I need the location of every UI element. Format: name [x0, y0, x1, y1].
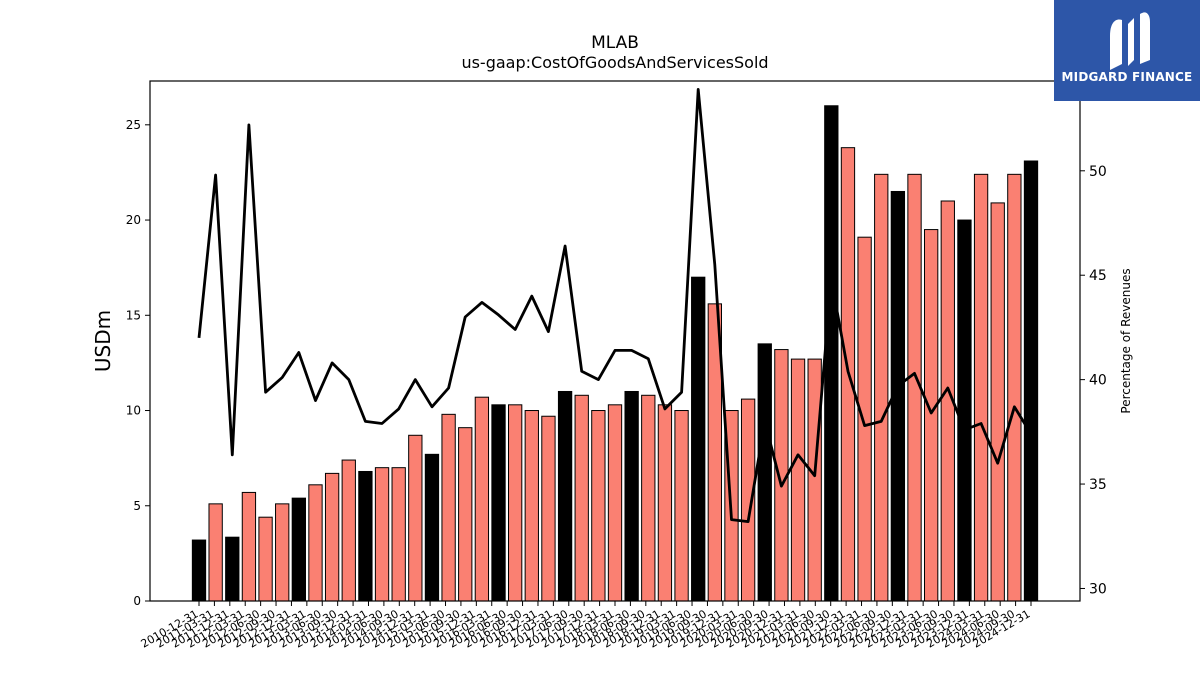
- bar: [574, 394, 589, 602]
- y2-axis-label: Percentage of Revenues: [1119, 268, 1133, 413]
- bar: [541, 415, 556, 602]
- y2-tick-label: 35: [1089, 477, 1107, 493]
- bar: [924, 229, 939, 602]
- bar: [524, 410, 539, 602]
- bar: [691, 276, 706, 602]
- bar: [258, 516, 273, 602]
- y2-tick-label: 30: [1089, 581, 1107, 597]
- logo-mark-icon: [1110, 12, 1150, 70]
- bar: [807, 358, 822, 602]
- bar: [424, 453, 440, 602]
- bar: [241, 491, 257, 602]
- bar: [657, 404, 673, 602]
- bar: [408, 434, 423, 602]
- y2-tick-label: 40: [1089, 373, 1107, 389]
- bar: [624, 390, 639, 602]
- y2-tick-label: 45: [1089, 268, 1107, 284]
- bar: [957, 219, 972, 602]
- y-tick-label: 0: [133, 594, 141, 608]
- y-tick-label: 10: [126, 404, 141, 418]
- chart-title: MLAB: [591, 33, 639, 53]
- bar: [458, 427, 473, 602]
- bar: [308, 484, 323, 602]
- bar: [990, 202, 1005, 602]
- bar: [341, 459, 356, 602]
- bar: [874, 173, 889, 602]
- y-axis-label: USDm: [91, 310, 115, 372]
- bar: [291, 497, 306, 602]
- bar: [374, 467, 390, 602]
- y2-tick-label: 50: [1089, 164, 1107, 180]
- bar: [973, 173, 989, 602]
- y-tick-label: 15: [126, 308, 141, 322]
- bar: [1007, 173, 1022, 602]
- bar: [857, 236, 872, 602]
- bar: [225, 536, 240, 602]
- chart-subtitle: us-gaap:CostOfGoodsAndServicesSold: [461, 53, 768, 72]
- bar: [508, 404, 523, 602]
- bar: [474, 396, 490, 602]
- logo-text: MIDGARD FINANCE: [1061, 70, 1193, 84]
- bar: [757, 343, 772, 602]
- bar: [441, 413, 456, 602]
- y-tick-label: 5: [133, 499, 141, 513]
- bar: [391, 467, 406, 602]
- bar: [790, 358, 806, 602]
- series-line: [197, 88, 1033, 523]
- bar: [275, 503, 290, 602]
- bar: [641, 394, 656, 602]
- bar: [824, 105, 839, 602]
- y-tick-label: 20: [126, 213, 141, 227]
- bar: [208, 503, 223, 602]
- y-tick-label: 25: [126, 118, 141, 132]
- bar: [607, 404, 623, 602]
- bar: [358, 470, 373, 602]
- bar: [491, 404, 506, 602]
- bar: [324, 472, 340, 602]
- bar: [557, 390, 573, 602]
- bar: [674, 410, 689, 602]
- brand-logo: MIDGARD FINANCE: [1054, 0, 1200, 101]
- bar: [191, 539, 207, 602]
- bar: [1023, 160, 1039, 602]
- bar: [591, 410, 606, 602]
